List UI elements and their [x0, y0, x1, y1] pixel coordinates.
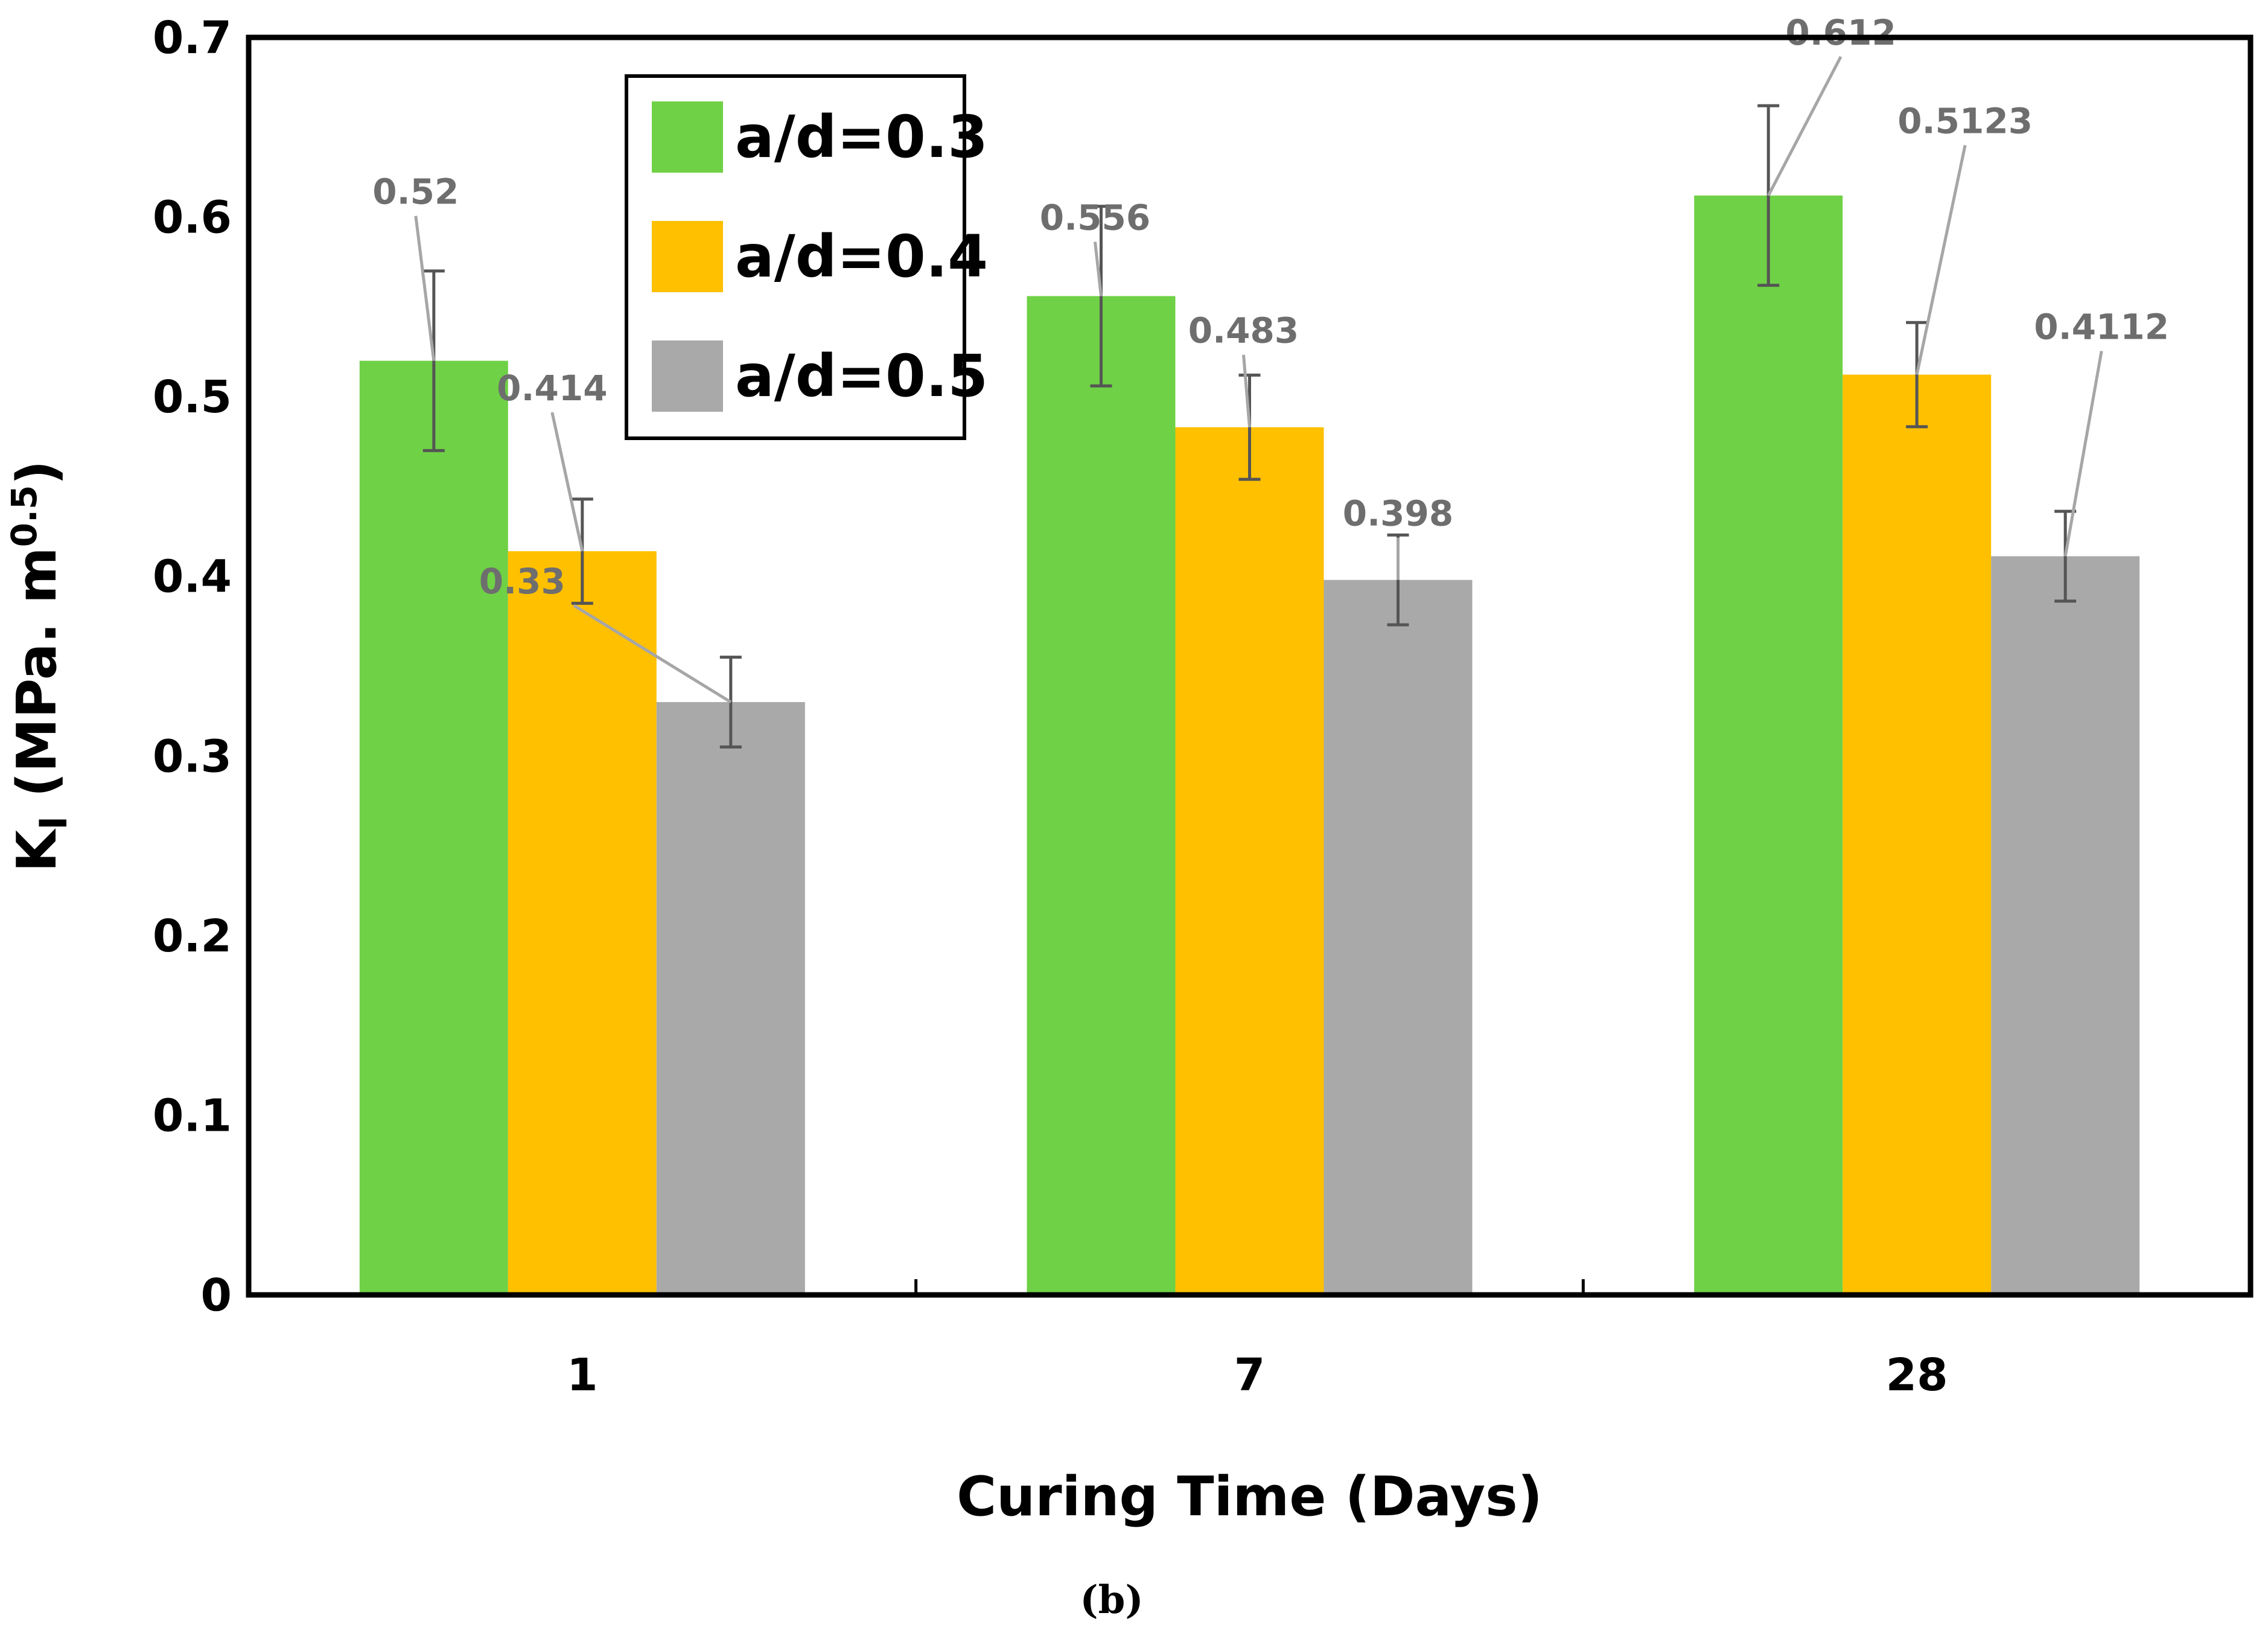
x-axis-ticks: 1 7 28	[567, 1279, 1948, 1401]
bar	[508, 551, 657, 1296]
legend-label: a/d=0.3	[735, 103, 988, 171]
data-label-leader	[1915, 145, 1967, 375]
data-label: 0.5123	[1897, 101, 2033, 142]
y-tick-label: 0.5	[153, 371, 232, 423]
panel-label: (b)	[1080, 1577, 1143, 1623]
data-labels-layer: 0.52 0.556 0.612 0.414 0.483 0.5123 0.33 0.398 0…	[372, 12, 2169, 602]
y-tick-label: 0.3	[153, 730, 232, 782]
legend: a/d=0.3 a/d=0.4 a/d=0.5	[625, 74, 988, 440]
legend-label: a/d=0.5	[735, 342, 988, 410]
y-tick-label: 0.7	[153, 12, 232, 64]
y-axis-title-main: K	[5, 828, 69, 872]
x-tick-label: 7	[1234, 1349, 1266, 1401]
plot-frame	[246, 34, 2254, 1298]
legend-swatch	[652, 340, 723, 412]
data-label: 0.556	[1040, 197, 1150, 238]
x-axis-title: Curing Time (Days)	[957, 1465, 1543, 1529]
y-tick-label: 0.1	[153, 1090, 232, 1142]
y-tick-label: 0.2	[153, 910, 232, 962]
x-tick-label: 28	[1886, 1349, 1948, 1401]
legend-swatch	[652, 221, 723, 292]
y-axis-ticks: 0 0.1 0.2 0.3 0.4 0.5 0.6 0.7	[153, 12, 232, 1321]
y-axis-title-units: (MPa. m	[5, 547, 69, 816]
data-label-leader	[550, 412, 584, 552]
bar	[1175, 427, 1324, 1295]
data-label-leader	[414, 216, 436, 361]
bar	[1027, 296, 1176, 1295]
bar	[656, 702, 805, 1295]
y-tick-label: 0.4	[153, 551, 232, 603]
data-label: 0.414	[497, 368, 607, 409]
y-axis-title-subscript: I	[31, 816, 75, 830]
bars-layer	[359, 195, 2140, 1296]
bar	[1694, 195, 1843, 1296]
data-label: 0.33	[479, 561, 565, 602]
x-tick-label: 1	[567, 1349, 598, 1401]
data-label-leader	[1766, 56, 1843, 197]
y-axis-title-close: )	[5, 460, 69, 485]
label-leaders-layer	[414, 56, 2103, 704]
data-label: 0.398	[1343, 493, 1453, 534]
legend-swatch	[652, 101, 723, 173]
data-label-leader	[1242, 354, 1251, 427]
bar	[1991, 556, 2140, 1296]
legend-label: a/d=0.4	[735, 223, 988, 290]
y-axis-title-superscript: 0.5	[4, 485, 45, 547]
y-axis-title: KI (MPa. m0.5)	[4, 460, 75, 872]
bar	[1324, 580, 1473, 1295]
data-label-leader	[573, 604, 732, 704]
y-tick-label: 0	[201, 1270, 232, 1321]
data-label: 0.52	[372, 171, 459, 212]
data-label: 0.4112	[2034, 306, 2169, 347]
y-tick-label: 0.6	[153, 192, 232, 244]
bar	[359, 360, 508, 1295]
data-label-leader	[2063, 350, 2103, 557]
data-label: 0.612	[1785, 12, 1896, 53]
data-label: 0.483	[1188, 310, 1299, 351]
bar	[1843, 374, 1992, 1296]
data-label-leader	[1094, 241, 1103, 296]
